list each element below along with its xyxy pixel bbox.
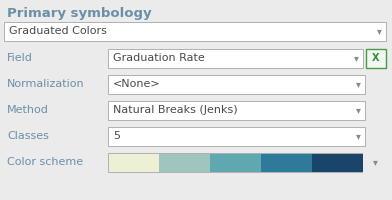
Text: Classes: Classes (7, 131, 49, 141)
Bar (261, 153, 312, 172)
Text: Primary symbology: Primary symbology (7, 6, 152, 20)
Bar (108, 153, 363, 172)
Text: ▾: ▾ (373, 157, 378, 167)
Text: Field: Field (7, 53, 33, 63)
Bar (108, 75, 365, 94)
Bar (210, 153, 261, 172)
Bar (108, 127, 365, 146)
Text: ▾: ▾ (354, 53, 358, 63)
Text: ▾: ▾ (377, 26, 381, 36)
Bar (312, 153, 363, 172)
Text: Graduated Colors: Graduated Colors (9, 26, 107, 36)
Text: ▾: ▾ (356, 79, 360, 89)
Text: Normalization: Normalization (7, 79, 85, 89)
Bar (159, 153, 210, 172)
Text: Method: Method (7, 105, 49, 115)
Text: <None>: <None> (113, 79, 161, 89)
Text: ▾: ▾ (356, 131, 360, 141)
Text: Graduation Rate: Graduation Rate (113, 53, 205, 63)
Text: Color scheme: Color scheme (7, 157, 83, 167)
Bar (108, 153, 159, 172)
Bar (366, 49, 386, 68)
Text: ▾: ▾ (356, 105, 360, 115)
Bar (108, 101, 365, 120)
Text: X: X (372, 53, 380, 63)
Bar (108, 49, 363, 68)
Bar (4, 22, 386, 41)
Text: 5: 5 (113, 131, 120, 141)
Bar (363, 152, 388, 173)
Text: Natural Breaks (Jenks): Natural Breaks (Jenks) (113, 105, 238, 115)
